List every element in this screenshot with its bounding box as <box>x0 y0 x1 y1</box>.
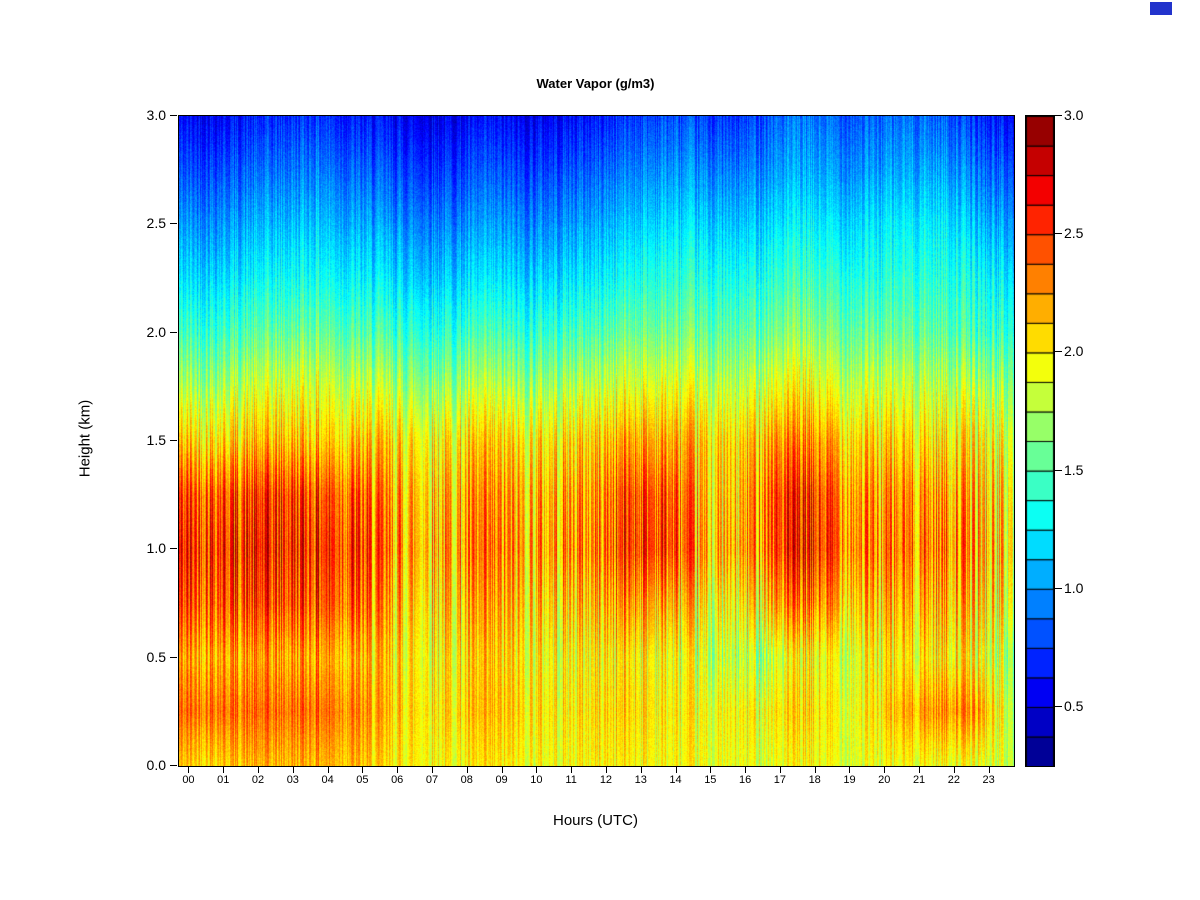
x-tick-label: 09 <box>495 774 508 786</box>
x-tick-label: 04 <box>321 774 334 786</box>
x-tick-mark <box>675 767 677 773</box>
x-tick-mark <box>849 767 851 773</box>
x-tick-mark <box>188 767 190 773</box>
y-tick-label: 2.0 <box>146 323 166 340</box>
x-tick-mark <box>919 767 921 773</box>
x-tick-mark <box>953 767 955 773</box>
x-tick-label: 23 <box>982 774 995 786</box>
x-tick-mark <box>258 767 260 773</box>
colorbar-tick-label: 2.0 <box>1064 343 1084 360</box>
x-tick-mark <box>745 767 747 773</box>
colorbar-tick-label: 2.5 <box>1064 225 1084 242</box>
colorbar-tick-label: 1.5 <box>1064 461 1084 478</box>
y-tick-label: 0.5 <box>146 648 166 665</box>
colorbar <box>1025 115 1055 767</box>
x-axis-label: Hours (UTC) <box>553 812 638 829</box>
colorbar-tick-label: 3.0 <box>1064 107 1084 123</box>
y-tick-mark <box>170 223 177 225</box>
colorbar-tick-mark <box>1055 351 1062 353</box>
y-tick-mark <box>170 331 177 333</box>
y-tick-label: 3.0 <box>146 107 166 123</box>
x-tick-label: 15 <box>704 774 717 786</box>
x-tick-mark <box>431 767 433 773</box>
colorbar-tick-label: 1.0 <box>1064 579 1084 596</box>
x-tick-mark <box>814 767 816 773</box>
x-tick-label: 01 <box>217 774 230 786</box>
x-tick-mark <box>501 767 503 773</box>
x-tick-label: 13 <box>634 774 647 786</box>
x-tick-mark <box>779 767 781 773</box>
x-tick-label: 02 <box>251 774 265 786</box>
x-tick-label: 21 <box>912 774 926 786</box>
x-tick-label: 06 <box>391 774 404 786</box>
x-tick-mark <box>710 767 712 773</box>
x-tick-mark <box>640 767 642 773</box>
x-tick-mark <box>571 767 573 773</box>
x-tick-label: 03 <box>286 774 299 786</box>
y-tick-label: 0.0 <box>146 757 166 773</box>
x-tick-mark <box>397 767 399 773</box>
y-tick-label: 2.5 <box>146 215 166 232</box>
x-tick-label: 07 <box>425 774 439 786</box>
x-tick-mark <box>292 767 294 773</box>
x-tick-label: 00 <box>182 774 195 786</box>
y-tick-mark <box>170 440 177 441</box>
y-tick-label: 1.0 <box>146 540 166 557</box>
x-tick-label: 18 <box>808 774 821 786</box>
corner-color-swatch <box>1150 2 1172 15</box>
y-tick-label: 1.5 <box>146 432 166 448</box>
x-tick-label: 14 <box>669 774 682 786</box>
x-tick-mark <box>605 767 607 773</box>
y-tick-mark <box>170 656 177 658</box>
colorbar-tick-mark <box>1055 115 1062 116</box>
y-tick-mark <box>170 548 177 550</box>
heatmap-plot <box>178 115 1015 767</box>
x-tick-mark <box>988 767 990 773</box>
colorbar-tick-mark <box>1055 587 1062 589</box>
colorbar-tick-label: 0.5 <box>1064 697 1084 714</box>
colorbar-tick-mark <box>1055 705 1062 707</box>
x-tick-label: 08 <box>460 774 473 786</box>
colorbar-tick-mark <box>1055 469 1062 471</box>
x-tick-label: 11 <box>565 774 577 786</box>
x-tick-label: 16 <box>738 774 752 786</box>
x-tick-label: 10 <box>530 774 543 786</box>
x-tick-label: 17 <box>773 774 787 786</box>
y-axis-label: Height (km) <box>76 399 94 478</box>
x-tick-mark <box>223 767 225 773</box>
chart-title: Water Vapor (g/m3) <box>536 76 655 91</box>
y-tick-mark <box>170 765 177 766</box>
x-tick-label: 22 <box>947 774 960 786</box>
x-tick-mark <box>884 767 886 773</box>
x-tick-label: 19 <box>843 774 856 786</box>
x-tick-mark <box>327 767 329 773</box>
y-tick-mark <box>170 115 177 116</box>
colorbar-tick-mark <box>1055 233 1062 235</box>
x-tick-mark <box>362 767 364 773</box>
x-tick-mark <box>466 767 468 773</box>
x-tick-label: 12 <box>599 774 613 786</box>
x-tick-label: 05 <box>356 774 369 786</box>
x-tick-label: 20 <box>878 774 891 786</box>
x-tick-mark <box>536 767 538 773</box>
